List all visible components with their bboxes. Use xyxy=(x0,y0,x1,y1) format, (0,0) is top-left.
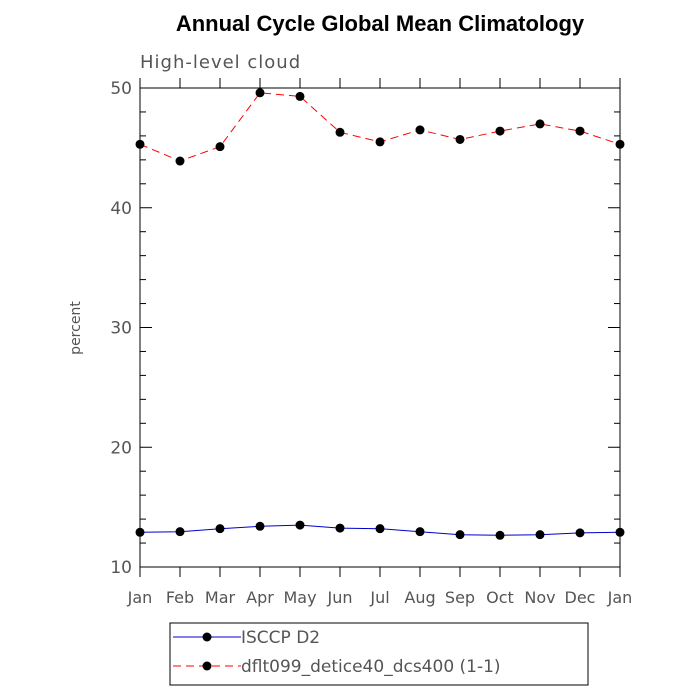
data-point xyxy=(535,530,545,540)
data-point xyxy=(375,524,385,534)
data-point xyxy=(415,527,425,537)
x-tick-label: Jun xyxy=(327,588,353,607)
x-tick-label: Mar xyxy=(205,588,236,607)
y-tick-label: 20 xyxy=(110,438,132,458)
data-point xyxy=(135,139,145,149)
data-point xyxy=(495,126,505,136)
plot-frame xyxy=(139,87,621,568)
data-point xyxy=(455,134,465,144)
data-point xyxy=(455,530,465,540)
y-tick-label: 10 xyxy=(110,558,132,578)
y-tick-label: 50 xyxy=(110,79,132,99)
legend-marker-dflt099 xyxy=(202,661,212,671)
legend-marker-isccp xyxy=(202,632,212,642)
data-point xyxy=(615,527,625,537)
x-tick-label: Oct xyxy=(486,588,514,607)
data-point xyxy=(255,521,265,531)
chart-subtitle: High-level cloud xyxy=(140,52,301,73)
series-line-1 xyxy=(139,92,621,162)
data-point xyxy=(295,91,305,101)
data-point xyxy=(575,528,585,538)
legend-label-isccp: ISCCP D2 xyxy=(241,628,320,648)
data-point xyxy=(295,520,305,530)
x-tick-label: Aug xyxy=(404,588,435,607)
data-point xyxy=(255,88,265,98)
data-point xyxy=(175,156,185,166)
data-point xyxy=(375,137,385,147)
legend-item-dflt099: dflt099_detice40_dcs400 (1-1) xyxy=(173,657,501,677)
chart-title: Annual Cycle Global Mean Climatology xyxy=(176,11,585,36)
data-point xyxy=(535,119,545,129)
x-tick-label: Nov xyxy=(524,588,555,607)
x-tick-label: Apr xyxy=(246,588,274,607)
data-point xyxy=(175,527,185,537)
data-point xyxy=(335,127,345,137)
data-point xyxy=(335,523,345,533)
y-tick-label: 30 xyxy=(110,319,132,339)
data-point xyxy=(215,142,225,152)
data-point xyxy=(575,126,585,136)
data-point xyxy=(135,527,145,537)
x-tick-label: Sep xyxy=(445,588,475,607)
legend-label-dflt099: dflt099_detice40_dcs400 (1-1) xyxy=(241,657,501,677)
x-tick-label: Dec xyxy=(565,588,596,607)
x-tick-label: May xyxy=(283,588,316,607)
x-tick-label: Jan xyxy=(127,588,153,607)
legend-item-isccp: ISCCP D2 xyxy=(173,628,320,648)
series-layer xyxy=(135,88,625,540)
y-axis-label: percent xyxy=(68,301,84,355)
legend-box xyxy=(169,622,589,686)
x-tick-label: Jan xyxy=(607,588,633,607)
x-tick-label: Feb xyxy=(166,588,194,607)
axes: 10 20 30 40 50 Jan Feb Mar Apr May Jun Jul Aug Sep Oct… xyxy=(110,78,632,607)
data-point xyxy=(615,139,625,149)
x-tick-label: Jul xyxy=(369,588,389,607)
data-point xyxy=(415,125,425,135)
data-point xyxy=(495,530,505,540)
y-tick-label: 40 xyxy=(110,199,132,219)
data-point xyxy=(215,524,225,534)
